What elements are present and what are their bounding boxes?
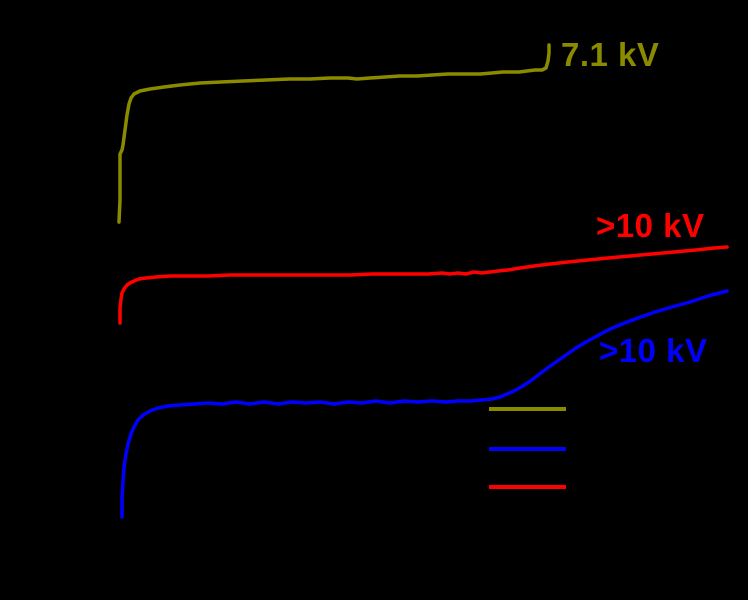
legend: [489, 407, 566, 489]
label-7-1-kv: 7.1 kV: [561, 36, 659, 73]
series-line-0: [117, 43, 551, 224]
label-blue-gt-10-kv: >10 kV: [599, 332, 708, 369]
series-group: [117, 43, 729, 519]
series-line-2: [120, 289, 729, 519]
series-line-1: [118, 245, 729, 325]
label-red-gt-10-kv: >10 kV: [596, 207, 705, 244]
